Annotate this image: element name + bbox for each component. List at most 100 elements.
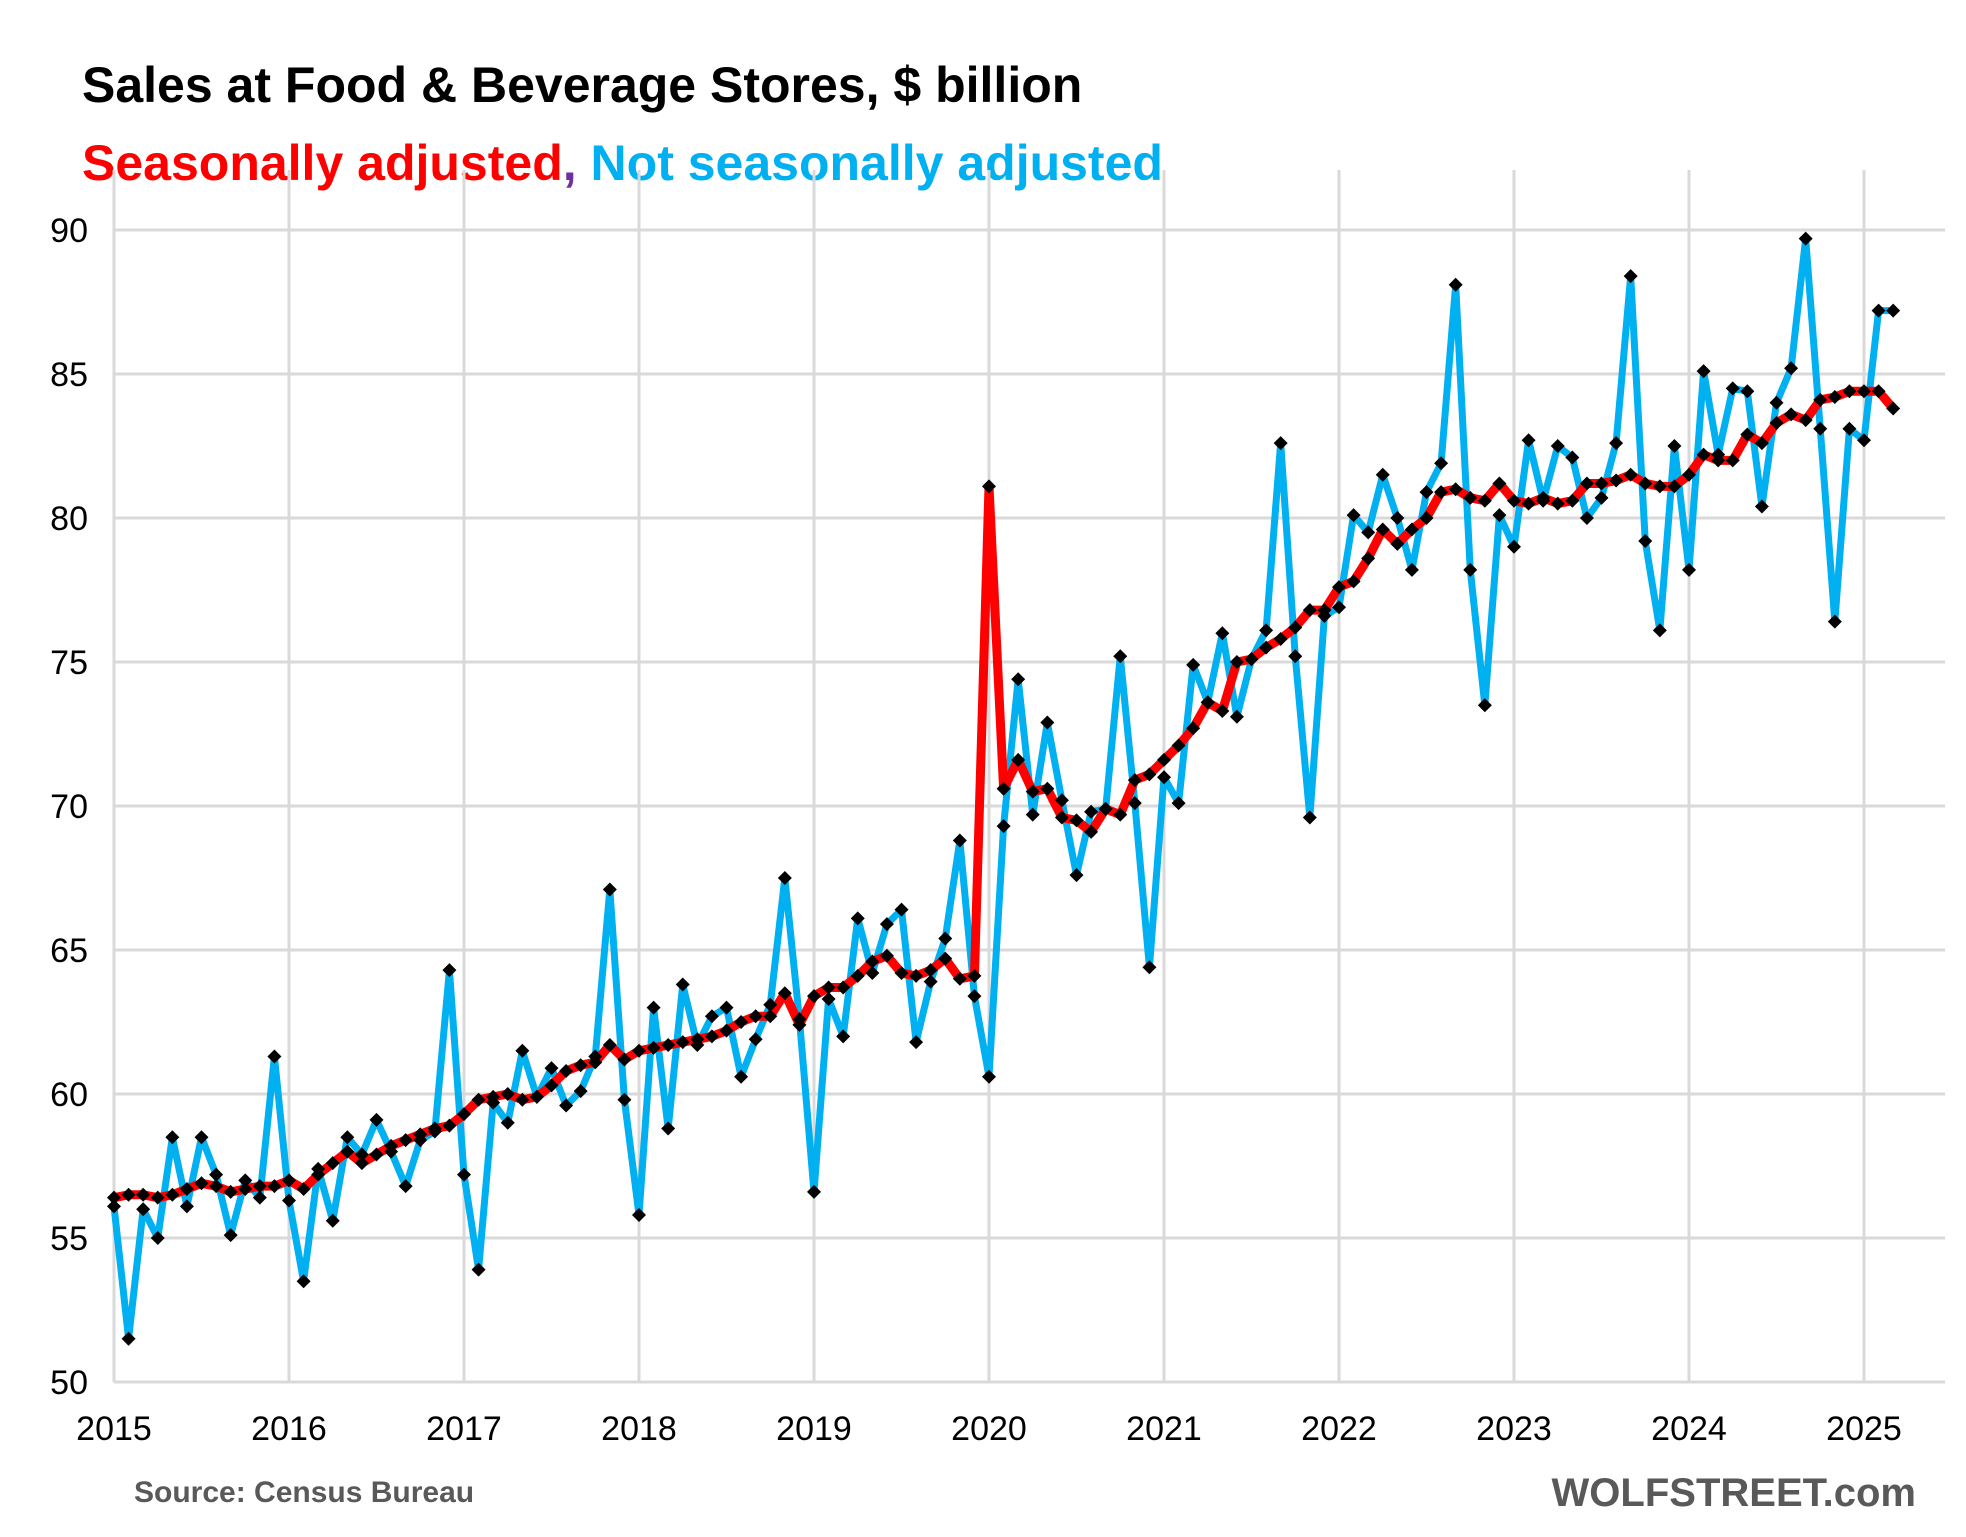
sa-point: [1113, 807, 1128, 822]
sa-point: [1025, 784, 1040, 799]
sa-point: [923, 963, 938, 978]
nsa-point: [1769, 395, 1784, 410]
sa-point: [1769, 415, 1784, 430]
nsa-point: [1127, 796, 1142, 811]
y-tick-label: 85: [50, 356, 88, 394]
sa-point: [1857, 384, 1871, 399]
sa-point: [559, 1063, 574, 1078]
sa-point: [719, 1023, 734, 1038]
nsa-point: [1375, 467, 1390, 482]
sa-point: [296, 1182, 311, 1197]
nsa-point: [704, 1009, 719, 1024]
sa-point: [1798, 413, 1813, 428]
sa-point: [179, 1182, 194, 1197]
sa-point: [107, 1190, 121, 1205]
nsa-point: [1857, 433, 1871, 448]
nsa-point: [398, 1179, 413, 1194]
sa-point: [1069, 813, 1084, 828]
sa-point: [661, 1038, 676, 1053]
sa-point: [894, 966, 909, 981]
subtitle-comma: ,: [563, 135, 577, 191]
nsa-point: [996, 819, 1011, 834]
sa-point: [413, 1127, 428, 1142]
sa-point: [1507, 493, 1521, 508]
sa-point: [1842, 384, 1857, 399]
nsa-point: [777, 871, 792, 885]
sa-point: [763, 1009, 778, 1024]
sa-point: [1259, 640, 1274, 655]
sa-point: [442, 1118, 457, 1133]
sa-point: [1521, 496, 1536, 511]
nsa-point: [296, 1274, 311, 1289]
sa-point: [632, 1043, 646, 1058]
sa-point: [909, 968, 924, 983]
sa-point: [1142, 767, 1157, 782]
sa-point: [1813, 392, 1828, 407]
sa-point: [529, 1089, 544, 1104]
nsa-point: [1404, 562, 1419, 577]
nsa-point: [1521, 433, 1536, 448]
sa-point: [544, 1078, 559, 1093]
sa-point: [1477, 493, 1492, 508]
sa-point: [1171, 738, 1186, 753]
sa-point: [136, 1187, 151, 1202]
sa-point: [1448, 482, 1463, 497]
sa-point: [879, 948, 894, 963]
watermark: WOLFSTREET.com: [1552, 1471, 1916, 1515]
nsa-point: [1798, 231, 1813, 246]
y-axis-labels: 50 55 60 65 70 75 80 85 90: [50, 212, 88, 1402]
sa-point: [1215, 703, 1230, 718]
nsa-point: [1784, 361, 1799, 376]
sa-point: [515, 1092, 530, 1107]
x-tick-label: 2021: [1126, 1410, 1202, 1448]
nsa-point: [1448, 277, 1463, 292]
nsa-point: [1069, 868, 1084, 883]
nsa-point: [1273, 436, 1288, 451]
nsa-point: [1113, 649, 1128, 664]
sa-point: [1886, 401, 1901, 416]
nsa-point: [282, 1193, 296, 1208]
sa-point: [777, 986, 792, 1001]
nsa-point: [748, 1032, 763, 1047]
sa-point: [1579, 476, 1594, 491]
x-tick-label: 2019: [776, 1410, 852, 1448]
sa-point: [457, 1107, 471, 1122]
y-tick-label: 75: [50, 644, 88, 682]
sa-point: [325, 1156, 340, 1171]
x-tick-label: 2024: [1651, 1410, 1727, 1448]
nsa-point: [1186, 657, 1201, 672]
subtitle-not-seasonally-adjusted: Not seasonally adjusted: [577, 135, 1163, 191]
nsa-point: [850, 911, 865, 926]
nsa-point: [1579, 511, 1594, 525]
nsa-point: [923, 974, 938, 989]
nsa-point: [1565, 450, 1580, 465]
nsa-point: [107, 1199, 121, 1214]
nsa-point: [909, 1035, 924, 1050]
sa-point: [1375, 522, 1390, 537]
sa-point: [952, 971, 967, 986]
sa-point: [865, 954, 880, 969]
sa-point: [646, 1040, 661, 1055]
sa-point: [1346, 574, 1361, 589]
sa-point: [282, 1173, 296, 1188]
nsa-point: [1652, 623, 1667, 638]
nsa-point: [209, 1167, 224, 1182]
nsa-point: [1696, 364, 1711, 379]
nsa-point: [1011, 672, 1026, 687]
nsa-point: [1754, 499, 1769, 514]
sa-point: [1419, 511, 1434, 525]
nsa-point: [165, 1130, 180, 1145]
nsa-point: [515, 1043, 530, 1058]
nsa-point: [1827, 614, 1842, 629]
nsa-point: [1040, 715, 1055, 730]
sa-point: [1565, 493, 1580, 508]
nsa-point: [1361, 525, 1376, 540]
sa-point: [1550, 496, 1565, 511]
sa-point: [223, 1184, 238, 1199]
source-note: Source: Census Bureau: [134, 1476, 474, 1509]
nsa-point: [1171, 796, 1186, 811]
nsa-point: [1871, 303, 1886, 318]
nsa-point: [1259, 623, 1274, 638]
sa-point: [617, 1052, 632, 1067]
nsa-point: [1477, 698, 1492, 713]
